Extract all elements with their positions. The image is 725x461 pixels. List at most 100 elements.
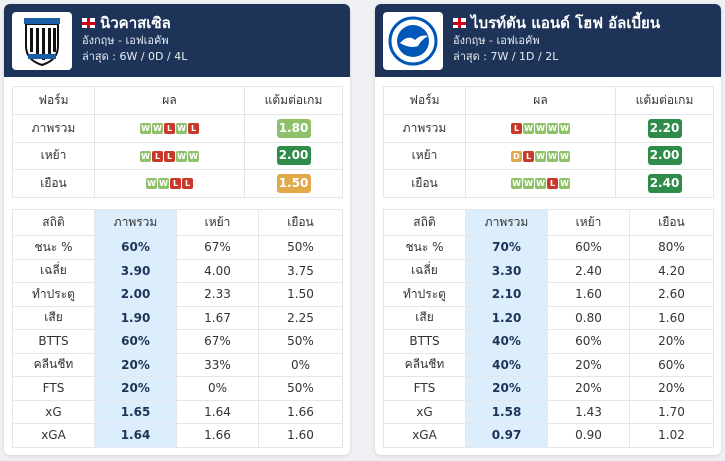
stat-away: 20% bbox=[629, 376, 714, 401]
stat-home: 4.00 bbox=[176, 258, 259, 283]
stats-row: เสีย 1.20 0.80 1.60 bbox=[383, 305, 714, 330]
result-badge[interactable]: W bbox=[152, 123, 163, 135]
england-flag-icon bbox=[453, 18, 466, 28]
stat-away: 50% bbox=[258, 235, 343, 260]
result-header: ผล bbox=[94, 86, 245, 115]
result-badge[interactable]: L bbox=[164, 150, 175, 162]
result-badge[interactable]: W bbox=[523, 123, 534, 135]
result-badge[interactable]: W bbox=[146, 178, 157, 190]
result-badge[interactable]: L bbox=[188, 123, 199, 135]
form-row: เยือน W W W L W 2.40 bbox=[383, 169, 714, 198]
result-badge[interactable]: W bbox=[535, 150, 546, 162]
stat-home: 0% bbox=[176, 376, 259, 401]
overall-header[interactable]: ภาพรวม bbox=[94, 209, 177, 236]
result-badge[interactable]: W bbox=[535, 123, 546, 135]
stats-row: เฉลี่ย 3.30 2.40 4.20 bbox=[383, 258, 714, 283]
result-badge[interactable]: L bbox=[164, 123, 175, 135]
result-badge[interactable]: W bbox=[547, 150, 558, 162]
home-header[interactable]: เหย้า bbox=[547, 209, 630, 236]
result-badge[interactable]: L bbox=[523, 150, 534, 162]
stat-label: BTTS bbox=[12, 329, 95, 354]
team-name[interactable]: ไบรท์ตัน แอนด์ โฮฟ อัลเบี้ยน bbox=[471, 14, 661, 32]
result-badge[interactable]: W bbox=[176, 123, 187, 135]
team-name[interactable]: นิวคาสเซิล bbox=[100, 14, 171, 32]
team-card-away: ไบรท์ตัน แอนด์ โฮฟ อัลเบี้ยน อังกฤษ - เอ… bbox=[375, 4, 721, 455]
stats-row: ชนะ % 70% 60% 80% bbox=[383, 235, 714, 260]
stat-away: 0% bbox=[258, 352, 343, 377]
stat-overall: 3.30 bbox=[465, 258, 548, 283]
overall-header[interactable]: ภาพรวม bbox=[465, 209, 548, 236]
stats-header: สถิติ bbox=[383, 209, 466, 236]
stats-row: ทำประตู 2.10 1.60 2.60 bbox=[383, 282, 714, 307]
country-league: อังกฤษ - เอฟเอคัพ bbox=[453, 34, 540, 47]
away-header[interactable]: เยือน bbox=[629, 209, 714, 236]
stats-header: สถิติ bbox=[12, 209, 95, 236]
stat-home: 1.60 bbox=[547, 282, 630, 307]
stat-label: xGA bbox=[383, 423, 466, 448]
result-badge[interactable]: D bbox=[511, 150, 522, 162]
stats-row: BTTS 60% 67% 50% bbox=[12, 329, 343, 354]
ppg-cell: 1.50 bbox=[244, 169, 343, 198]
stat-home: 33% bbox=[176, 352, 259, 377]
ppg-badge: 2.00 bbox=[647, 146, 682, 166]
result-badge[interactable]: L bbox=[170, 178, 181, 190]
result-badge[interactable]: W bbox=[559, 178, 570, 190]
form-header: ฟอร์ม bbox=[12, 86, 95, 115]
stat-label: คลีนชีท bbox=[383, 352, 466, 377]
result-badge[interactable]: W bbox=[547, 123, 558, 135]
form-row-label: ภาพรวม bbox=[12, 114, 95, 143]
form-header: ฟอร์ม bbox=[383, 86, 466, 115]
team-header: ไบรท์ตัน แอนด์ โฮฟ อัลเบี้ยน อังกฤษ - เอ… bbox=[375, 4, 721, 77]
recent-record: ล่าสุด : 6W / 0D / 4L bbox=[82, 50, 188, 63]
stat-overall: 1.64 bbox=[94, 423, 177, 448]
ppg-cell: 1.80 bbox=[244, 114, 343, 143]
stat-away: 1.70 bbox=[629, 399, 714, 424]
ppg-badge: 1.80 bbox=[276, 118, 311, 138]
home-header[interactable]: เหย้า bbox=[176, 209, 259, 236]
away-header[interactable]: เยือน bbox=[258, 209, 343, 236]
stat-label: ทำประตู bbox=[383, 282, 466, 307]
stat-away: 50% bbox=[258, 376, 343, 401]
result-badge[interactable]: W bbox=[559, 123, 570, 135]
result-badge[interactable]: W bbox=[140, 150, 151, 162]
stat-label: คลีนชีท bbox=[12, 352, 95, 377]
result-badge[interactable]: L bbox=[152, 150, 163, 162]
stat-label: FTS bbox=[12, 376, 95, 401]
result-badge[interactable]: L bbox=[547, 178, 558, 190]
stat-away: 1.60 bbox=[629, 305, 714, 330]
form-row-label: เหย้า bbox=[383, 141, 466, 170]
stat-home: 60% bbox=[547, 329, 630, 354]
ppg-badge: 2.20 bbox=[647, 118, 682, 138]
stat-home: 1.64 bbox=[176, 399, 259, 424]
result-badge[interactable]: W bbox=[188, 150, 199, 162]
result-badge[interactable]: W bbox=[523, 178, 534, 190]
stat-home: 0.80 bbox=[547, 305, 630, 330]
ppg-badge: 1.50 bbox=[276, 173, 311, 193]
stat-home: 60% bbox=[547, 235, 630, 260]
result-badge[interactable]: W bbox=[176, 150, 187, 162]
stats-row: FTS 20% 20% 20% bbox=[383, 376, 714, 401]
stats-row: เสีย 1.90 1.67 2.25 bbox=[12, 305, 343, 330]
result-badge[interactable]: W bbox=[140, 123, 151, 135]
stat-away: 4.20 bbox=[629, 258, 714, 283]
result-badge[interactable]: L bbox=[511, 123, 522, 135]
stat-away: 80% bbox=[629, 235, 714, 260]
stat-label: xG bbox=[12, 399, 95, 424]
result-badge[interactable]: W bbox=[158, 178, 169, 190]
result-badge[interactable]: L bbox=[182, 178, 193, 190]
stat-overall: 0.97 bbox=[465, 423, 548, 448]
stat-overall: 40% bbox=[465, 329, 548, 354]
stat-label: xGA bbox=[12, 423, 95, 448]
stat-overall: 1.58 bbox=[465, 399, 548, 424]
form-row-label: เยือน bbox=[12, 169, 95, 198]
result-badge[interactable]: W bbox=[559, 150, 570, 162]
ppg-cell: 2.00 bbox=[244, 141, 343, 170]
stat-overall: 1.90 bbox=[94, 305, 177, 330]
stat-away: 20% bbox=[629, 329, 714, 354]
result-badge[interactable]: W bbox=[535, 178, 546, 190]
result-badge[interactable]: W bbox=[511, 178, 522, 190]
stat-label: ชนะ % bbox=[12, 235, 95, 260]
